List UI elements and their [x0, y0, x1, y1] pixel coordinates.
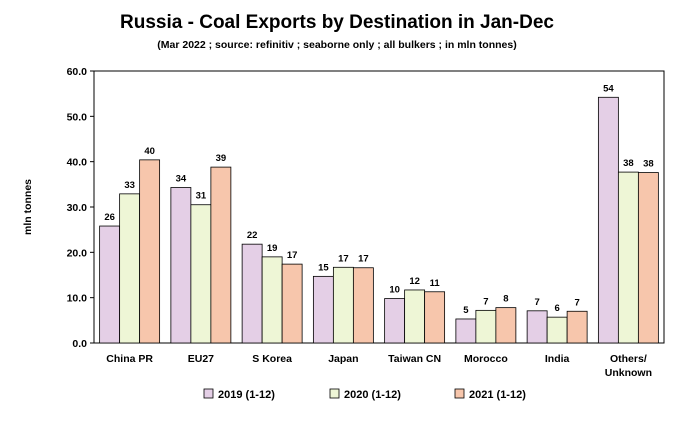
data-label: 5 — [463, 305, 469, 316]
bar — [241, 243, 263, 344]
bar — [139, 159, 161, 344]
bar — [404, 289, 426, 344]
data-label: 34 — [176, 174, 187, 185]
data-label: 6 — [554, 303, 559, 314]
data-label: 17 — [287, 250, 298, 261]
y-tick-label: 60.0 — [67, 66, 88, 78]
bar — [281, 263, 303, 344]
bar — [597, 96, 619, 344]
bar — [332, 266, 354, 344]
data-label: 8 — [503, 294, 508, 305]
y-tick-label: 20.0 — [67, 247, 88, 259]
x-tick-label: EU27 — [188, 353, 214, 365]
bar — [526, 310, 548, 344]
bar — [119, 193, 141, 344]
bar — [352, 267, 374, 344]
data-label: 15 — [318, 262, 329, 273]
y-tick-label: 30.0 — [67, 202, 88, 214]
data-label: 17 — [338, 253, 349, 264]
data-label: 12 — [409, 276, 420, 287]
bar — [546, 316, 568, 344]
bar — [455, 318, 477, 344]
data-label: 22 — [247, 230, 258, 241]
bar — [495, 307, 517, 344]
bar — [475, 309, 497, 344]
bar — [170, 187, 192, 344]
x-tick-label: Taiwan CN — [388, 353, 441, 365]
data-label: 54 — [603, 83, 614, 94]
y-axis-label: mln tonnes — [22, 179, 34, 235]
y-tick-label: 0.0 — [72, 338, 87, 350]
data-label: 7 — [574, 297, 579, 308]
bar — [566, 310, 588, 344]
y-tick-label: 40.0 — [67, 157, 88, 169]
legend-label: 2019 (1-12) — [218, 389, 275, 401]
legend-label: 2020 (1-12) — [344, 389, 401, 401]
data-label: 40 — [144, 146, 155, 157]
data-label: 26 — [104, 212, 115, 223]
chart-title: Russia - Coal Exports by Destination in … — [120, 12, 554, 33]
x-tick-label: Morocco — [464, 353, 508, 365]
x-tick-label: Others/ — [610, 353, 647, 365]
data-label: 7 — [483, 296, 488, 307]
data-label: 7 — [534, 297, 539, 308]
legend-swatch — [454, 388, 465, 399]
bar — [312, 275, 334, 344]
x-tick-label: S Korea — [252, 353, 292, 365]
legend-label: 2021 (1-12) — [469, 389, 526, 401]
data-label: 38 — [643, 159, 654, 170]
y-tick-label: 10.0 — [67, 293, 88, 305]
plot-area: 0.0 10.0 20.0 30.0 40.0 50.0 60.0 26 34 22 15 10 5 7 5… — [67, 66, 665, 379]
data-label: 11 — [430, 278, 441, 289]
data-label: 17 — [358, 254, 369, 265]
bar — [424, 291, 446, 344]
data-label: 19 — [267, 243, 278, 254]
legend-swatch — [203, 388, 214, 399]
x-tick-label: China PR — [106, 353, 153, 365]
bar — [261, 256, 283, 344]
bar — [210, 166, 232, 344]
x-tick-label: India — [545, 353, 570, 365]
legend-swatch — [329, 388, 340, 399]
data-label: 39 — [216, 153, 227, 164]
bar — [617, 171, 639, 344]
y-tick-label: 50.0 — [67, 111, 88, 123]
data-label: 33 — [124, 180, 135, 191]
chart-subtitle: (Mar 2022 ; source: refinitiv ; seaborne… — [157, 39, 516, 51]
data-label: 10 — [389, 285, 400, 296]
bar — [190, 204, 212, 344]
bar — [384, 298, 406, 344]
bar — [637, 172, 659, 344]
bar — [99, 225, 121, 344]
x-tick-label: Unknown — [605, 367, 652, 379]
data-label: 31 — [196, 191, 207, 202]
data-label: 38 — [623, 158, 634, 169]
x-tick-label: Japan — [328, 353, 358, 365]
legend: 2019 (1-12) 2020 (1-12) 2021 (1-12) — [203, 388, 526, 401]
